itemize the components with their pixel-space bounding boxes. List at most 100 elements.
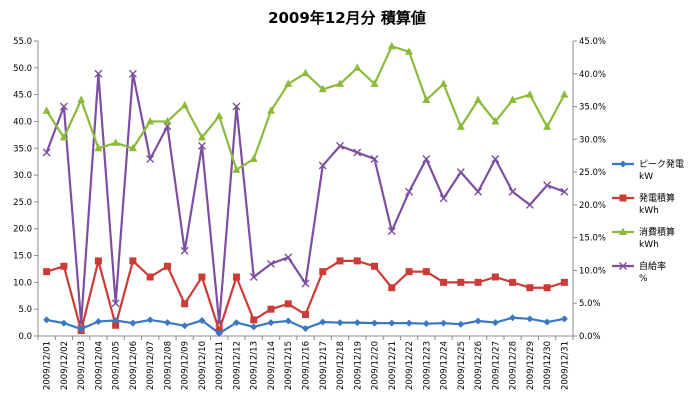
right-tick-label: 30.0% <box>579 135 606 145</box>
x-tick-label: 2009/12/11 <box>215 341 225 390</box>
data-point <box>422 155 431 163</box>
x-tick-label: 2009/12/08 <box>163 341 173 390</box>
data-point <box>491 273 499 281</box>
right-tick-label: 45.0% <box>579 37 606 47</box>
data-point <box>405 319 413 327</box>
data-point <box>284 300 292 308</box>
x-tick-label: 2009/12/04 <box>94 341 104 390</box>
data-point <box>405 187 414 196</box>
data-point <box>60 262 68 270</box>
x-tick-label: 2009/12/31 <box>560 341 570 390</box>
right-tick-label: 35.0% <box>579 103 606 113</box>
x-tick-label: 2009/12/20 <box>371 341 381 390</box>
x-tick-label: 2009/12/25 <box>457 341 467 390</box>
data-point <box>422 320 430 328</box>
x-tick-label: 2009/12/28 <box>509 341 519 390</box>
x-tick-label: 2009/12/27 <box>491 341 501 390</box>
data-point <box>456 168 465 177</box>
left-tick-label: 20.0 <box>13 225 32 235</box>
data-point <box>560 187 569 196</box>
data-point <box>284 79 293 87</box>
data-point <box>509 314 517 322</box>
data-point <box>619 194 627 202</box>
legend-label: ピーク発電 <box>639 158 684 170</box>
left-tick-label: 55.0 <box>13 37 32 47</box>
data-point <box>284 317 292 325</box>
data-point <box>301 68 310 77</box>
data-point <box>129 257 137 265</box>
x-tick-label: 2009/12/07 <box>146 341 156 390</box>
data-point <box>560 315 568 323</box>
data-point <box>43 316 51 324</box>
data-point <box>422 95 431 103</box>
data-point <box>474 187 483 196</box>
data-point <box>302 311 309 319</box>
data-point <box>146 155 155 163</box>
data-point <box>525 200 534 209</box>
data-point <box>619 227 627 235</box>
right-tick-label: 0.0% <box>579 332 601 342</box>
data-point <box>336 79 345 87</box>
data-point <box>387 227 396 236</box>
data-point <box>232 102 241 111</box>
legend-label: 自給率 <box>639 260 666 272</box>
right-tick-label: 20.0% <box>579 201 606 211</box>
data-point <box>197 141 206 150</box>
data-point <box>146 273 154 281</box>
x-tick-label: 2009/12/18 <box>336 341 346 390</box>
axes: 0.0 5.0 10.0 15.0 20.0 25.0 30.0 35.0 40.0 45.0 50… <box>13 37 606 390</box>
data-point <box>405 268 413 276</box>
x-tick-label: 2009/12/23 <box>422 341 432 390</box>
chart-title: 2009年12月分 積算値 <box>268 9 426 27</box>
data-point <box>163 116 172 125</box>
data-point-stroke <box>301 279 310 288</box>
data-point-stroke <box>405 187 414 196</box>
data-point <box>181 300 189 308</box>
data-point-stroke <box>197 141 206 150</box>
data-point <box>619 262 627 270</box>
x-tick-label: 2009/12/26 <box>474 341 484 390</box>
x-tick-label: 2009/12/29 <box>526 341 536 390</box>
x-tick-label: 2009/12/21 <box>388 341 398 390</box>
data-point-stroke <box>491 155 500 163</box>
left-tick-label: 5.0 <box>18 305 32 315</box>
data-point <box>353 63 362 71</box>
data-point <box>440 319 448 327</box>
data-point <box>353 319 361 327</box>
data-point <box>474 317 482 325</box>
data-point <box>371 319 379 327</box>
data-point <box>197 133 206 141</box>
data-point <box>198 273 206 281</box>
data-point <box>284 253 293 262</box>
data-point <box>128 69 137 78</box>
data-point <box>560 278 568 286</box>
x-tick-label: 2009/12/19 <box>353 341 363 390</box>
data-point <box>180 100 189 109</box>
data-point <box>387 41 396 50</box>
data-point <box>319 318 327 326</box>
left-tick-label: 50.0 <box>13 64 32 74</box>
data-point <box>474 278 482 286</box>
data-point <box>43 268 51 276</box>
data-point <box>198 316 206 324</box>
data-point <box>439 79 448 87</box>
data-point <box>302 324 309 332</box>
data-point-stroke <box>543 181 552 190</box>
data-point <box>336 141 345 150</box>
data-point <box>318 161 327 170</box>
data-point-stroke <box>387 227 396 236</box>
x-tick-label: 2009/12/15 <box>284 341 294 390</box>
left-tick-label: 25.0 <box>13 198 32 208</box>
data-point <box>94 143 103 152</box>
data-point <box>370 155 379 163</box>
data-point <box>42 148 51 157</box>
series-line <box>46 259 565 332</box>
data-point <box>353 257 361 265</box>
data-point-stroke <box>525 200 534 209</box>
data-point <box>94 257 102 265</box>
data-point <box>543 318 551 326</box>
data-point <box>619 160 627 168</box>
data-point <box>94 318 102 326</box>
data-point <box>336 319 344 327</box>
